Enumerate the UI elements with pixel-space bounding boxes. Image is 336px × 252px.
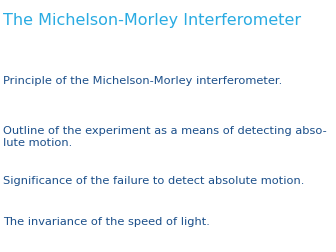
Text: Outline of the experiment as a means of detecting abso-
lute motion.: Outline of the experiment as a means of … xyxy=(3,126,327,148)
Text: Significance of the failure to detect absolute motion.: Significance of the failure to detect ab… xyxy=(3,176,305,186)
Text: The invariance of the speed of light.: The invariance of the speed of light. xyxy=(3,217,210,227)
Text: The Michelson-Morley Interferometer: The Michelson-Morley Interferometer xyxy=(3,13,301,28)
Text: Principle of the Michelson-Morley interferometer.: Principle of the Michelson-Morley interf… xyxy=(3,76,283,86)
